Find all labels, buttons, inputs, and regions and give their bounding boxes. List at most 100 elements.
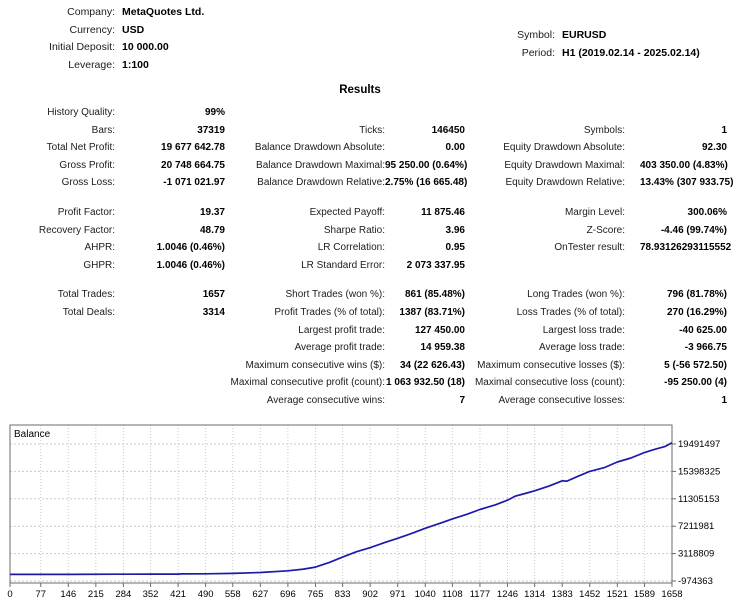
stat-value: 34 (22 626.43) [399,359,465,371]
stat-label: Balance Drawdown Maximal: [256,159,385,171]
stat-value: 92.30 [701,142,727,154]
stats-block: History Quality: 99% Bars: 37319 Ticks: 14645… [0,104,737,192]
stats-row: Profit Factor: 19.37 Expected Payoff: 11 87… [0,204,737,222]
stat-value: 37319 [197,124,225,136]
stat-value: 48.79 [199,224,225,236]
stat-value: 2.75% (16 665.48) [385,177,468,189]
x-axis-label: 833 [335,589,351,600]
stat-value: -4.46 (99.74%) [660,224,727,236]
stats-row: Recovery Factor: 48.79 Sharpe Ratio: 3.96 Z-… [0,222,737,240]
x-axis-label: 1521 [607,589,628,600]
x-axis-label: 1452 [579,589,600,600]
x-axis-label: 1314 [524,589,545,600]
stat-label: Gross Profit: [59,159,115,171]
stat-value: 1 063 932.50 (18) [386,377,465,389]
stat-value: 19 677 642.78 [161,142,225,154]
stat-label: Z-Score: [586,224,625,236]
stat-label: Average consecutive wins: [266,394,385,406]
stat-label: Equity Drawdown Relative: [505,177,626,189]
stat-label: Maximum consecutive losses ($): [477,359,625,371]
company-value: MetaQuotes Ltd. [122,6,205,18]
stat-label: Gross Loss: [61,177,115,189]
x-axis-label: 1108 [442,589,462,600]
initial-deposit-label: Initial Deposit: [49,41,115,53]
y-axis-label: 11305153 [678,494,720,505]
stat-value: 1 [721,124,727,136]
stats-row: Maximum consecutive wins ($): 34 (22 626.… [0,357,737,375]
stats-row: Bars: 37319 Ticks: 146450 Symbols: 1 [0,122,737,140]
x-axis-label: 696 [280,589,296,600]
stat-label: Ticks: [359,124,385,136]
chart-title: Balance [14,429,51,440]
stat-value: 11 875.46 [421,206,465,218]
stat-value: 2 073 337.95 [406,259,465,271]
stats-row: GHPR: 1.0046 (0.46%) LR Standard Error: 2 0… [0,257,737,275]
stats-row: Total Trades: 1657 Short Trades (won %): 86… [0,286,737,304]
stat-label: Profit Factor: [57,206,115,218]
x-axis-label: 1589 [634,589,655,600]
stat-value: -95 250.00 (4) [664,377,727,389]
balance-line [10,442,673,576]
stat-label: Margin Level: [564,206,625,218]
stats-row: Gross Loss: -1 071 021.97 Balance Drawdown… [0,174,737,192]
x-axis-label: 215 [88,589,104,600]
stats-row: Gross Profit: 20 748 664.75 Balance Drawdo… [0,157,737,175]
x-axis-label: 0 [7,589,12,600]
stat-label: LR Standard Error: [301,259,385,271]
x-axis-label: 1246 [497,589,518,600]
stat-value: 1.0046 (0.46%) [156,242,225,254]
stat-label: OnTester result: [554,242,625,254]
stat-label: Average profit trade: [294,342,385,354]
stat-label: Total Deals: [62,306,115,318]
stat-value: 1.0046 (0.46%) [156,259,225,271]
stats-row: Largest profit trade: 127 450.00 Largest l… [0,322,737,340]
stat-label: Bars: [91,124,115,136]
x-axis-label: 146 [60,589,76,600]
stat-value: 270 (16.29%) [666,306,727,318]
x-axis-label: 1383 [552,589,573,600]
stats-row: Maximal consecutive profit (count): 1 063… [0,374,737,392]
stat-label: Maximal consecutive profit (count): [230,377,385,389]
stat-label: GHPR: [83,259,115,271]
currency-label: Currency: [69,23,115,36]
stat-label: Maximum consecutive wins ($): [245,359,385,371]
x-axis-label: 902 [362,589,378,600]
stat-value: 7 [459,394,465,406]
x-axis-label: 1040 [415,589,436,600]
y-axis-label: 15398325 [678,466,720,477]
y-axis-label: 7211981 [678,521,714,532]
stat-value: 99% [204,107,225,118]
stat-label: History Quality: [47,107,115,118]
stat-value: 19.37 [199,206,225,218]
currency-value: USD [122,23,145,36]
stat-label: AHPR: [84,242,115,254]
stat-label: Equity Drawdown Maximal: [504,159,625,171]
stat-value: 13.43% (307 933.75) [640,177,734,189]
stat-value: 1657 [202,289,225,301]
leverage-label: Leverage: [68,58,115,71]
stat-label: Equity Drawdown Absolute: [503,142,625,154]
stats-row: History Quality: 99% [0,104,737,122]
stat-label: LR Correlation: [317,242,385,254]
chart-border [9,424,673,584]
stat-value: 403 350.00 (4.83%) [640,159,728,171]
stats-row: Average profit trade: 14 959.38 Average lo… [0,339,737,357]
stat-value: 95 250.00 (0.64%) [385,159,468,171]
period-value: H1 (2019.02.14 - 2025.02.14) [562,46,700,59]
stat-label: Balance Drawdown Absolute: [254,142,385,154]
stats-row: Total Net Profit: 19 677 642.78 Balance Dr… [0,139,737,157]
stat-label: Short Trades (won %): [285,289,385,301]
stats-block: Profit Factor: 19.37 Expected Payoff: 11 87… [0,204,737,274]
stats-block: Total Trades: 1657 Short Trades (won %): 86… [0,286,737,409]
symbol-label: Symbol: [517,28,555,41]
stat-value: 796 (81.78%) [666,289,727,301]
stat-label: Symbols: [583,124,625,136]
stat-value: 300.06% [687,206,727,218]
stat-value: 127 450.00 [414,324,465,336]
stat-value: 5 (-56 572.50) [664,359,727,371]
x-axis-label: 627 [252,589,268,600]
stat-label: Maximal consecutive loss (count): [474,377,625,389]
x-axis-label: 765 [308,589,324,600]
period-label: Period: [521,46,555,59]
stat-label: Total Trades: [57,289,115,301]
